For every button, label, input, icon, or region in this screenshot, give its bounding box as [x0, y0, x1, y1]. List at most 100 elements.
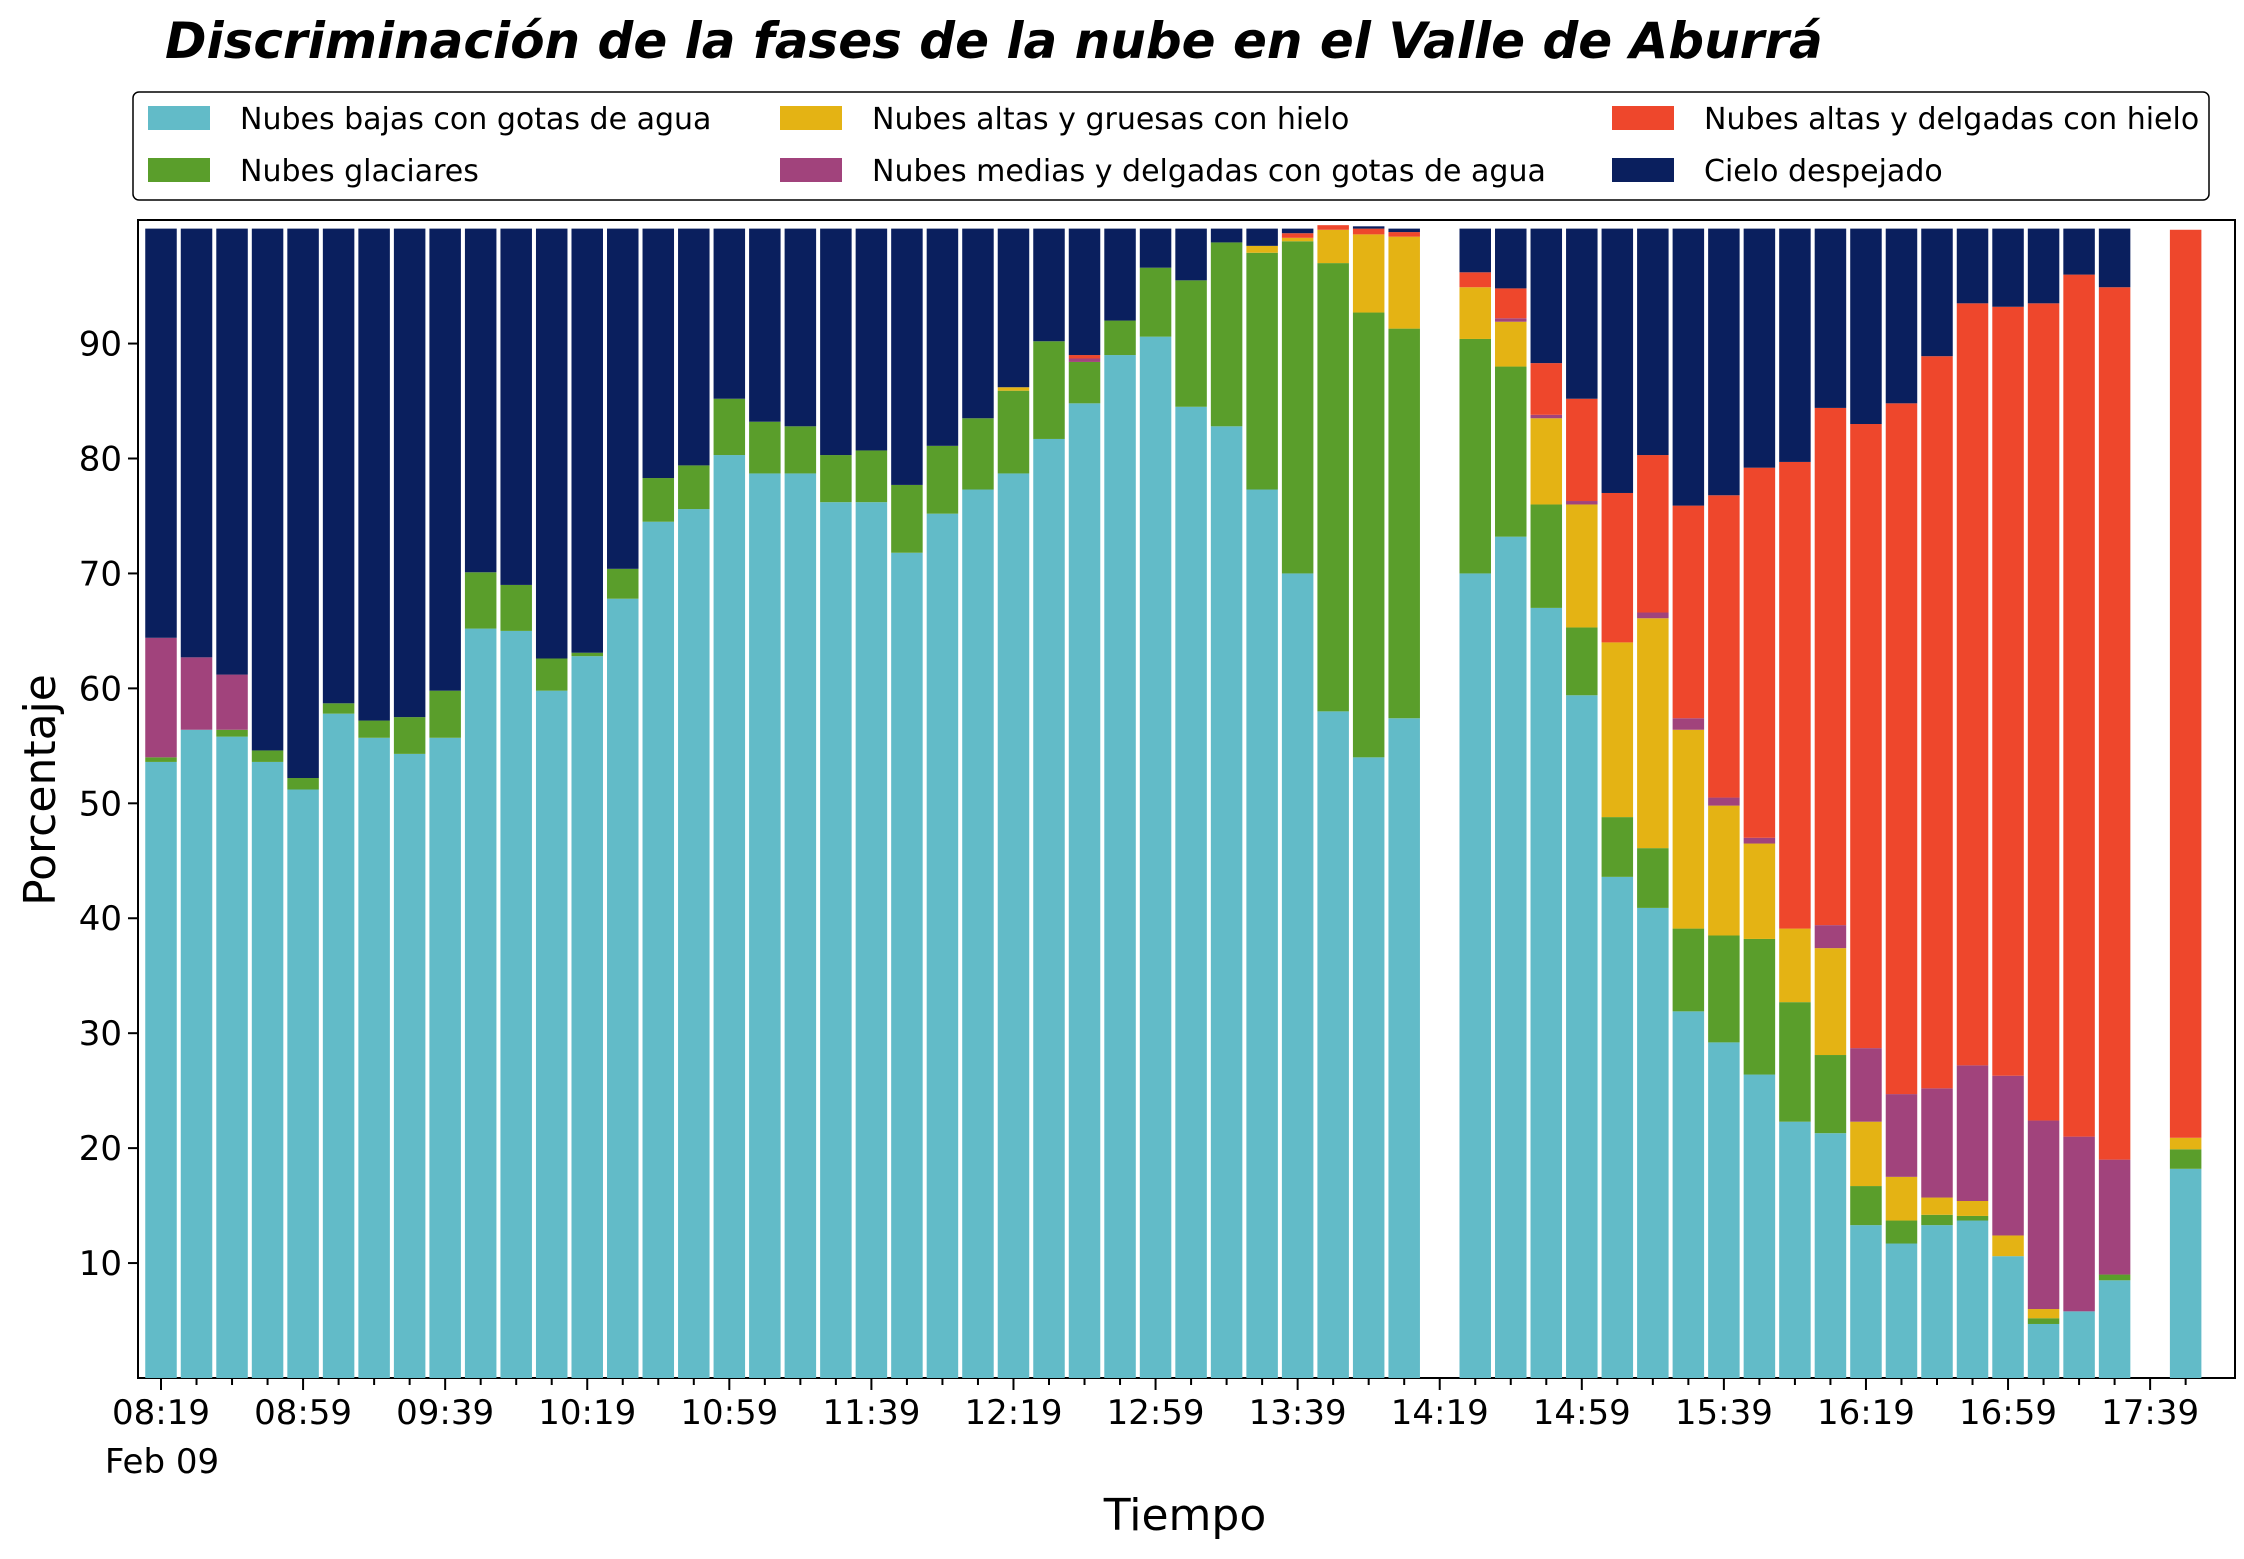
bar-segment-s1-1549: [1743, 938, 1776, 1075]
bar-segment-s0-0909: [322, 713, 355, 1378]
y-tick-label-20: 20: [79, 1129, 122, 1169]
bar-segment-s5-1059: [713, 228, 746, 399]
bar-segment-s3-1449: [1530, 414, 1563, 419]
bar-segment-s5-1449: [1530, 228, 1563, 364]
bar-segment-s5-0929: [393, 228, 426, 718]
bar-segment-s2-1439: [1495, 321, 1527, 367]
bar-segment-s0-1649: [1956, 1220, 1989, 1378]
x-tick-label-0859: 08:59: [254, 1393, 352, 1433]
bar-segment-s0-1659: [1992, 1256, 2024, 1378]
bar-segment-s1-1459: [1566, 627, 1598, 696]
bar-segment-s1-0839: [216, 729, 248, 737]
legend-swatch-4: [1612, 106, 1674, 130]
bar-segment-s5-1319: [1210, 228, 1243, 243]
bar-segment-s1-1249: [1104, 320, 1136, 356]
legend: Nubes bajas con gotas de agua Nubes altas…: [132, 91, 2210, 201]
bar-segment-s5-1019: [571, 228, 603, 653]
y-axis: 10 20 30 40 50 60 70 80 90: [79, 325, 138, 1284]
bar-segment-s0-1059: [713, 455, 746, 1378]
y-tick-label-90: 90: [79, 325, 122, 365]
bar-segment-s1-1339: [1281, 241, 1314, 574]
bar-segment-s4-1239: [1068, 355, 1101, 359]
bar-segment-s1-1219: [997, 390, 1030, 474]
bar-segment-s4-1709: [2027, 303, 2060, 1121]
bar-segment-s4-1649: [1956, 303, 1989, 1066]
bar-segment-s4-1359: [1352, 228, 1385, 235]
bar-segment-s0-1609: [1814, 1133, 1847, 1378]
bar-segment-s5-1339: [1281, 228, 1314, 234]
bar-segment-s1-1239: [1068, 361, 1101, 404]
bar-segment-s0-1439: [1495, 536, 1527, 1378]
bar-segment-s1-0859: [287, 778, 319, 790]
bar-segment-s5-1209: [962, 228, 994, 419]
bar-segment-s1-1539: [1708, 935, 1740, 1043]
x-axis: 08:19 08:59 09:39 10:19 10:59 11:39 12:19 12:59…: [112, 1378, 2199, 1433]
bar-segment-s1-1149: [891, 484, 923, 553]
bar-segment-s4-1619: [1850, 424, 1882, 1049]
bar-segment-s5-1159: [926, 228, 959, 446]
bar-segment-s5-1539: [1708, 228, 1740, 496]
bar-segment-s4-1729: [2098, 287, 2131, 1160]
bar-segment-s4-1409: [1388, 232, 1420, 237]
x-tick-label-0819: 08:19: [112, 1393, 210, 1433]
chart-title: Discriminación de la fases de la nube en…: [165, 12, 1823, 70]
bar-segment-s1-1529: [1672, 928, 1705, 1012]
bar-segment-s4-1749: [2169, 229, 2202, 1138]
bar-segment-s0-1219: [997, 473, 1030, 1378]
bar-segment-s5-1519: [1637, 228, 1669, 456]
y-tick-label-10: 10: [79, 1244, 122, 1284]
bar-segment-s0-0929: [393, 753, 426, 1378]
bar-segment-s2-1349: [1317, 229, 1349, 264]
legend-label-1: Nubes glaciares: [240, 154, 479, 189]
bar-segment-s5-1459: [1566, 228, 1598, 399]
bar-segment-s1-1139: [855, 450, 888, 503]
bar-segment-s2-1339: [1281, 237, 1314, 242]
bar-segment-s5-1139: [855, 228, 888, 451]
bar-segment-s1-1229: [1033, 341, 1065, 439]
bar-segment-s5-1229: [1033, 228, 1065, 342]
bar-segment-s1-0949: [464, 572, 497, 629]
bar-segment-s0-1529: [1672, 1011, 1705, 1378]
bar-segment-s2-1549: [1743, 843, 1776, 939]
bar-segment-s5-0859: [287, 228, 319, 779]
bar-segment-s0-0949: [464, 628, 497, 1378]
bar-segment-s1-1619: [1850, 1186, 1882, 1226]
bar-segment-s1-1639: [1921, 1214, 1953, 1226]
bar-segment-s0-0829: [180, 729, 213, 1378]
bar-segment-s1-1119: [784, 426, 817, 474]
x-axis-title: Tiempo: [1103, 1490, 1267, 1541]
bar-segment-s0-1459: [1566, 695, 1598, 1378]
bar-segment-s0-1749: [2169, 1168, 2202, 1378]
bar-segment-s0-1709: [2027, 1323, 2060, 1378]
bar-segment-s2-1659: [1992, 1235, 2024, 1257]
bar-segment-s4-1659: [1992, 306, 2024, 1076]
bar-segment-s5-1549: [1743, 228, 1776, 468]
bar-segment-s0-1339: [1281, 573, 1314, 1378]
bar-segment-s3-1729: [2098, 1159, 2131, 1275]
legend-label-4: Nubes altas y delgadas con hielo: [1704, 102, 2199, 137]
bar-segment-s5-1659: [1992, 228, 2024, 307]
bar-segment-s4-1539: [1708, 495, 1740, 798]
bar-segment-s1-1309: [1175, 280, 1207, 407]
bar-segment-s1-1019: [571, 652, 603, 657]
bar-segment-s2-1639: [1921, 1197, 1953, 1215]
bar-segment-s5-1149: [891, 228, 923, 485]
bar-segment-s1-0959: [500, 584, 532, 631]
legend-label-2: Nubes altas y gruesas con hielo: [872, 102, 1349, 137]
bar-segment-s1-1509: [1601, 817, 1634, 877]
bar-segment-s0-1249: [1104, 355, 1136, 1378]
x-tick-label-1539: 15:39: [1675, 1393, 1773, 1433]
bar-segment-s1-1259: [1139, 267, 1172, 337]
bar-segment-s0-1449: [1530, 607, 1563, 1378]
y-axis-title: Porcentaje: [15, 674, 66, 906]
x-tick-label-1659: 16:59: [1959, 1393, 2057, 1433]
bar-segment-s5-1119: [784, 228, 817, 427]
bar-segment-s5-1619: [1850, 228, 1882, 425]
bar-segment-s1-0929: [393, 717, 426, 754]
bar-segment-s0-0849: [251, 761, 284, 1378]
bar-segment-s2-1359: [1352, 234, 1385, 313]
bar-segment-s2-1649: [1956, 1201, 1989, 1216]
bar-segment-s4-1459: [1566, 398, 1598, 502]
bar-segment-s4-1609: [1814, 407, 1847, 926]
bar-segment-s0-1309: [1175, 406, 1207, 1378]
